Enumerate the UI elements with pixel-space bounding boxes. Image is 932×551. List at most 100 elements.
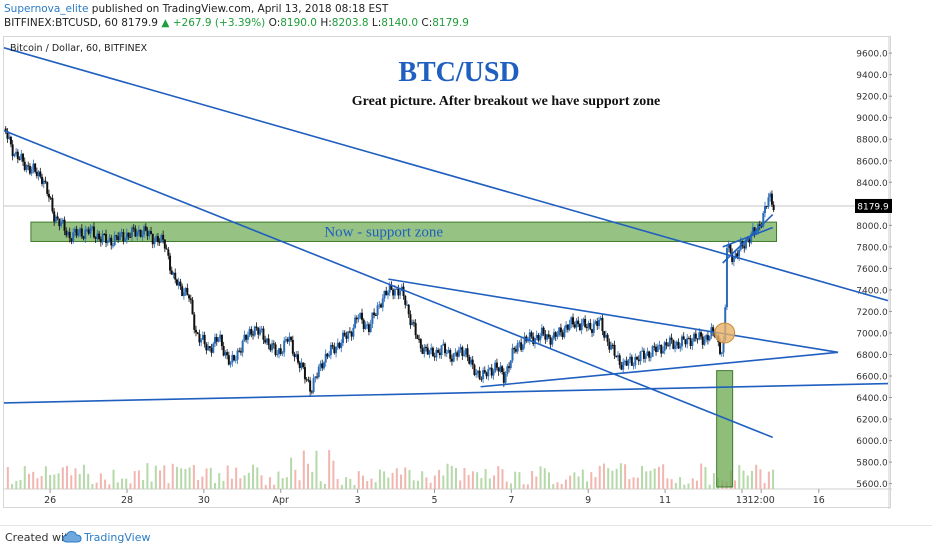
candle-body <box>298 362 301 368</box>
candle-body <box>322 362 325 369</box>
candle-body <box>333 346 336 354</box>
candle-body <box>618 355 621 366</box>
volume-bar <box>11 483 14 489</box>
candle-body <box>687 338 690 340</box>
volume-bar <box>104 479 107 489</box>
last-price-tag <box>855 198 892 213</box>
candle-body <box>27 165 30 167</box>
volume-bar <box>256 467 259 489</box>
candle-body <box>378 304 381 306</box>
y-tick-label: 7600.0 <box>856 265 888 275</box>
candle-body <box>293 353 296 358</box>
candle-body <box>4 128 7 132</box>
candle-body <box>362 319 365 329</box>
candle-body <box>215 336 218 342</box>
candle-body <box>255 326 258 328</box>
candle-body <box>516 343 519 352</box>
volume-bar <box>522 484 525 489</box>
x-tick-label: 5 <box>431 495 437 506</box>
candle-body <box>312 378 315 393</box>
candle-body <box>63 219 66 231</box>
candle-body <box>649 356 652 358</box>
candle-body <box>184 287 187 293</box>
candle-body <box>130 227 133 238</box>
candle-body <box>307 379 310 381</box>
candle-body <box>537 334 540 341</box>
candle-body <box>592 323 595 333</box>
candle-body <box>480 378 483 380</box>
candle-body <box>250 328 253 335</box>
candle-body <box>582 318 585 323</box>
trendline <box>388 278 839 354</box>
volume-bar <box>171 463 174 489</box>
volume-bar <box>560 483 563 489</box>
volume-bar <box>391 472 394 489</box>
candle-body <box>194 329 197 333</box>
candle-body <box>514 349 517 352</box>
candle-body <box>44 180 47 182</box>
author-link[interactable]: Supernova_elite <box>4 3 89 15</box>
candle-body <box>642 350 645 359</box>
volume-bar <box>641 465 644 489</box>
price-chart[interactable]: 9600.0 9400.0 9200.0 9000.0 8800.0 8600.0 8400… <box>4 37 892 509</box>
candle-body <box>469 359 472 364</box>
candle-body <box>284 339 287 341</box>
volume-bar <box>476 472 479 489</box>
volume-bar <box>564 479 567 489</box>
symbol-label: BITFINEX:BTCUSD, 60 <box>4 17 118 29</box>
candle-body <box>177 281 180 286</box>
candle-body <box>636 357 639 360</box>
candle-body <box>84 229 87 239</box>
candle-body <box>563 328 566 338</box>
candle-body <box>559 327 562 333</box>
volume-bar <box>378 469 381 489</box>
candle-body <box>364 324 367 329</box>
volume-bar <box>636 477 639 489</box>
candle-body <box>442 343 445 346</box>
chart-frame[interactable]: 9600.0 9400.0 9200.0 9000.0 8800.0 8600.0 8400… <box>3 36 892 509</box>
volume-bar <box>573 472 576 489</box>
candle-body <box>547 334 550 338</box>
candle-body <box>203 334 206 345</box>
candle-body <box>539 335 542 341</box>
volume-bar <box>471 471 474 489</box>
candle-body <box>438 352 441 356</box>
candle-body <box>601 317 604 332</box>
volume-bar <box>197 479 200 489</box>
candle-body <box>101 233 104 243</box>
volume-bar <box>49 475 52 489</box>
candle-body <box>495 362 498 368</box>
volume-bar <box>366 481 369 489</box>
candle-body <box>92 226 95 238</box>
candle-body <box>521 344 524 350</box>
candle-body <box>700 332 703 337</box>
candle-body <box>591 329 594 333</box>
candle-body <box>412 322 415 324</box>
candle-body <box>708 336 711 341</box>
volume-bar <box>44 466 47 489</box>
candle-body <box>32 163 35 170</box>
candle-body <box>246 335 249 340</box>
candle-body <box>748 239 751 243</box>
candle-body <box>124 239 127 242</box>
volume-bar <box>15 481 18 489</box>
candle-body <box>16 151 19 159</box>
candle-body <box>674 345 677 349</box>
volume-bar <box>133 471 136 489</box>
tradingview-brand[interactable]: TradingView <box>84 531 151 544</box>
volume-bar <box>450 465 453 489</box>
candle-body <box>423 346 426 354</box>
volume-bar <box>383 471 386 489</box>
candle-body <box>416 335 419 340</box>
candle-body <box>421 348 424 354</box>
volume-bar <box>679 477 682 489</box>
candle-body <box>731 252 734 262</box>
volume-bar <box>154 465 157 489</box>
volume-highlight-zone <box>716 370 734 488</box>
volume-bar <box>61 467 64 489</box>
volume-bar <box>159 470 162 489</box>
annotation-title: BTC/USD <box>398 57 519 88</box>
candle-body <box>508 366 511 369</box>
last-price: 8179.9 <box>121 17 158 29</box>
candle-body <box>509 360 512 369</box>
